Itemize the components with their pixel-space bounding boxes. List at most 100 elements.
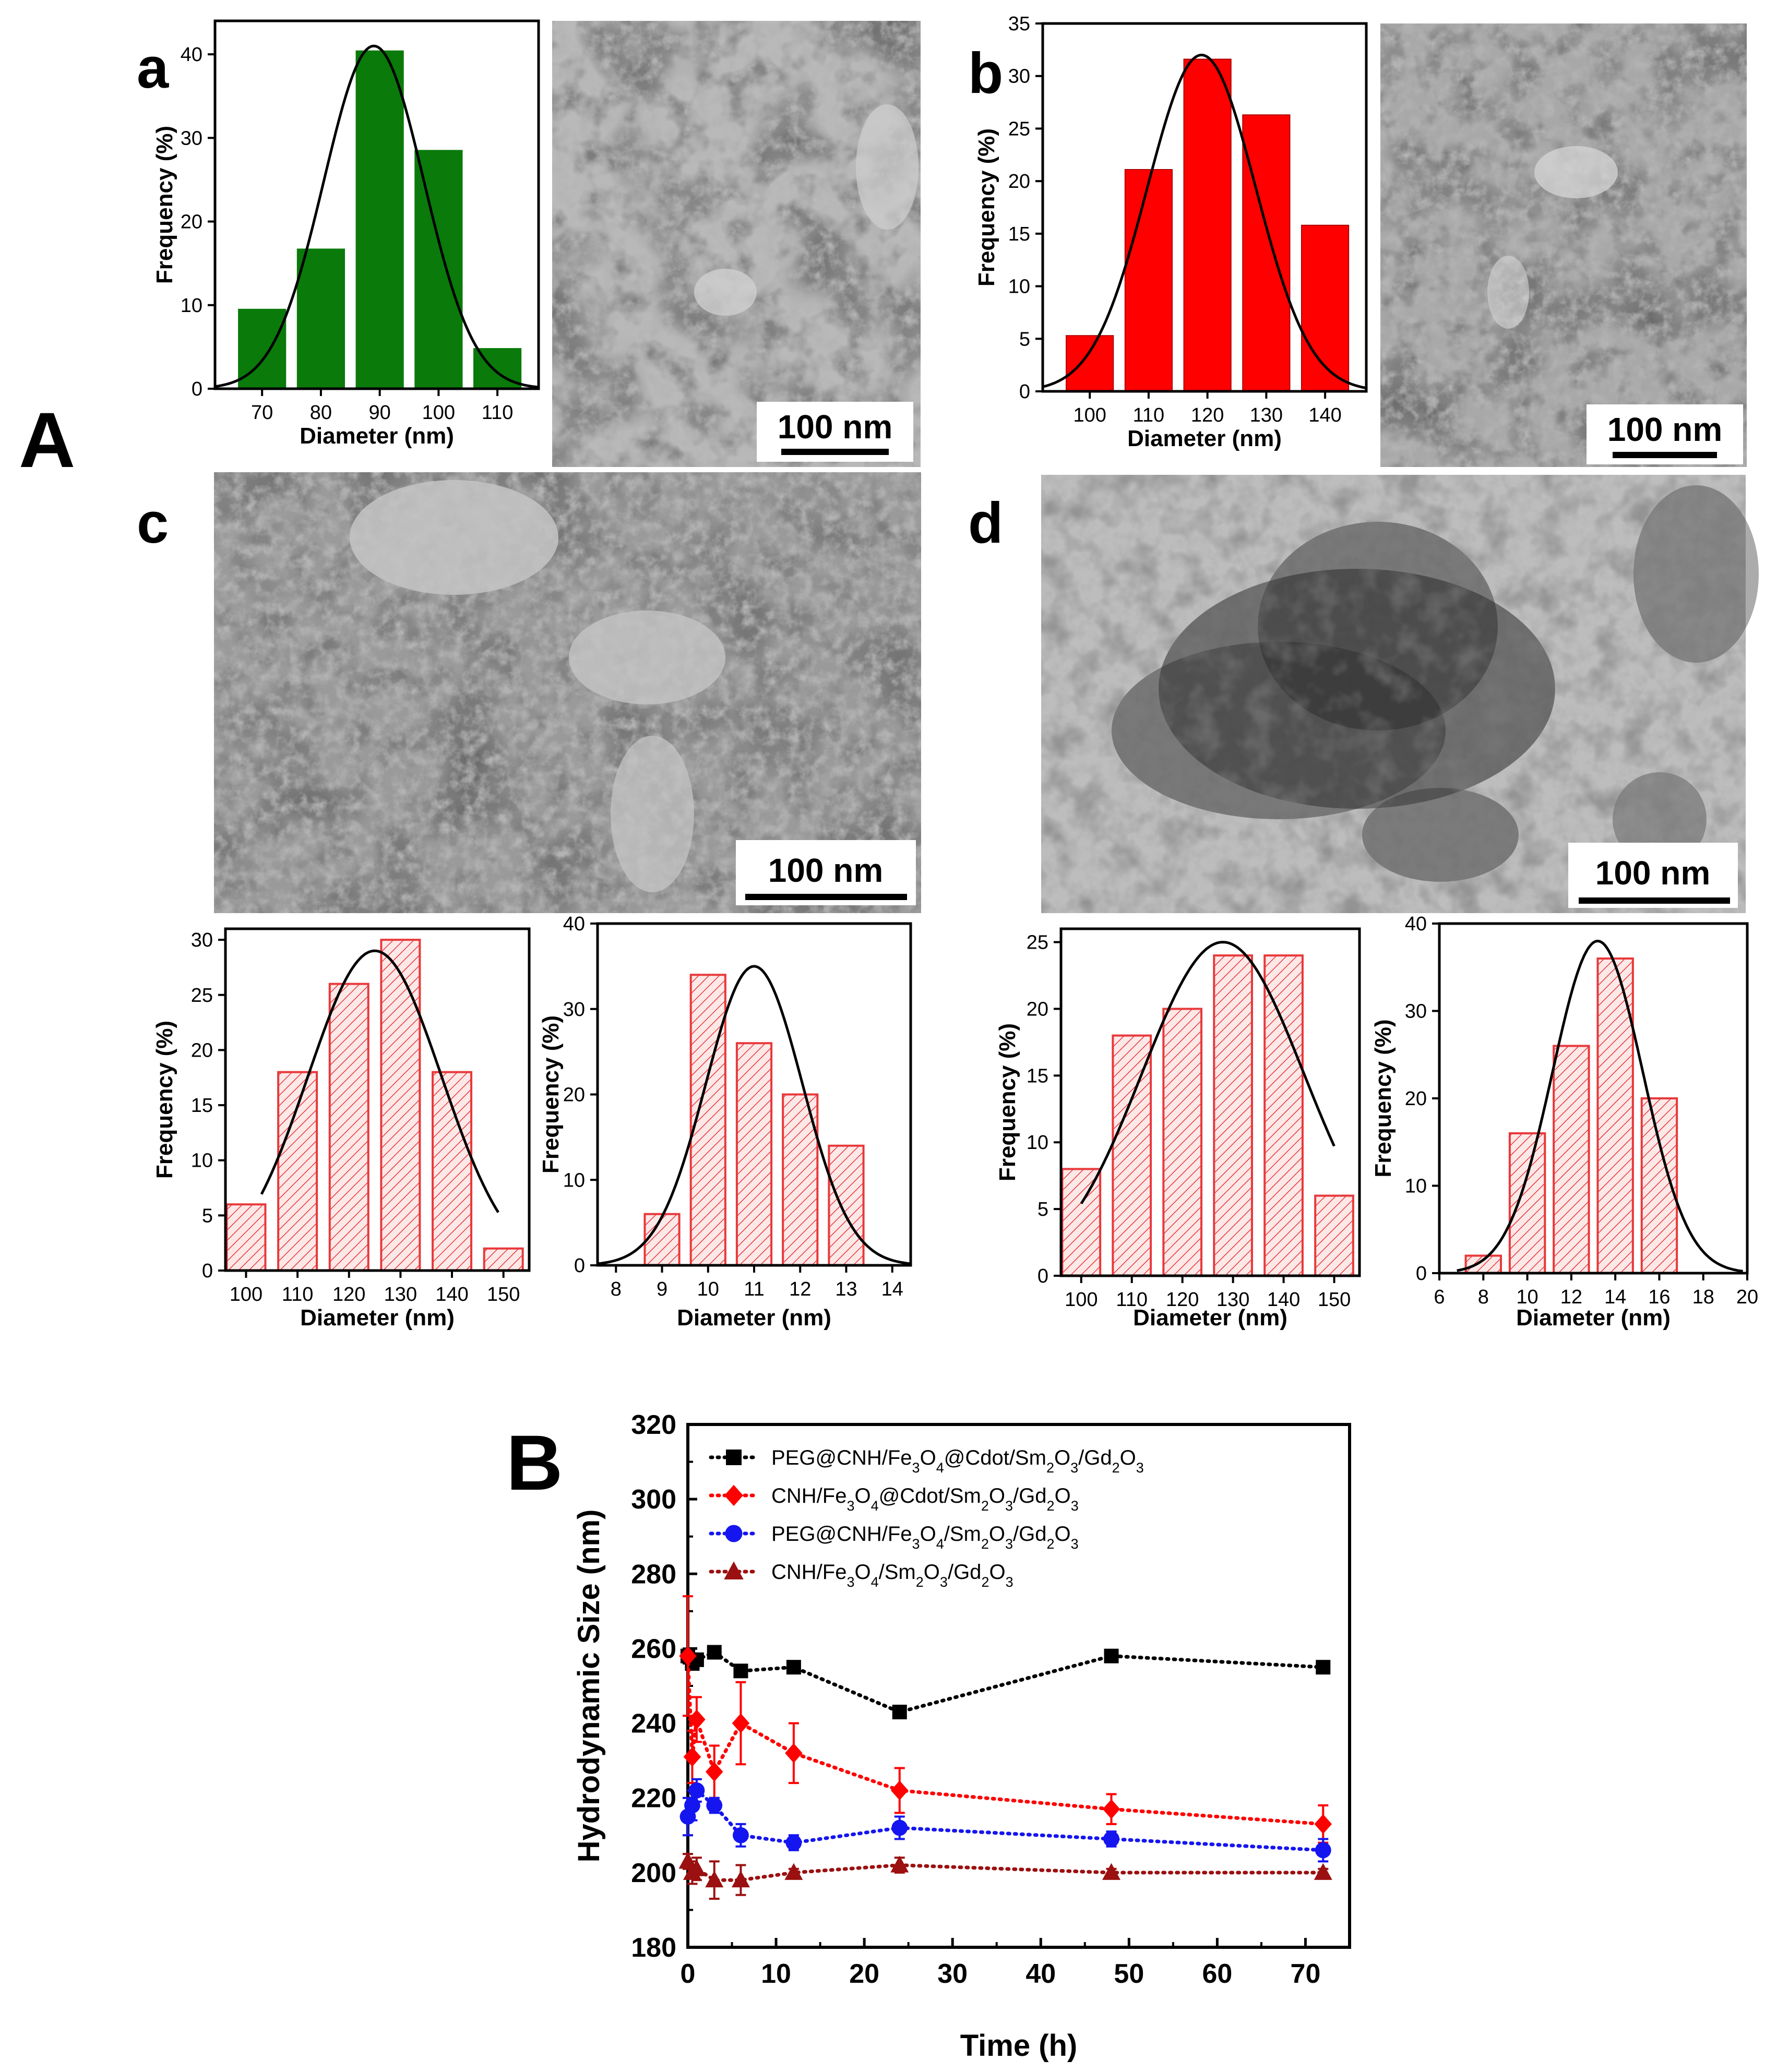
histogram-bar — [1263, 954, 1304, 1277]
legend-text-part: CNH/Fe — [771, 1484, 846, 1507]
data-point-circle — [1315, 1842, 1331, 1859]
histogram-bar — [1640, 1097, 1678, 1274]
legend-label: CNH/Fe3O4@Cdot/Sm2O3/Gd2O3 — [771, 1484, 1079, 1514]
y-tick-label: 20 — [1027, 998, 1048, 1020]
legend-text-part: /Gd — [948, 1561, 981, 1584]
histogram-bar — [277, 1071, 318, 1272]
x-tick-label: 80 — [310, 402, 332, 424]
x-tick-label: 14 — [1604, 1286, 1626, 1308]
legend-text-part: CNH/Fe — [771, 1561, 846, 1584]
y-tick-label: 20 — [1008, 171, 1030, 193]
series-circle — [679, 1778, 1331, 1863]
histogram-bar — [643, 1213, 681, 1266]
legend-text-part: O — [989, 1523, 1005, 1546]
legend-label: CNH/Fe3O4/Sm2O3/Gd2O3 — [771, 1561, 1013, 1590]
x-tick-label: 100 — [422, 402, 455, 424]
micrograph-c — [214, 472, 921, 913]
x-tick-label: 120 — [332, 1284, 365, 1306]
x-tick-label: 18 — [1692, 1286, 1714, 1308]
legend-text-part: 3 — [1005, 1498, 1013, 1514]
scale-bar-a: 100 nm — [757, 402, 913, 462]
y-tick-label: 20 — [1405, 1088, 1427, 1110]
x-tick-label: 13 — [835, 1278, 857, 1300]
legend-text-part: 3 — [1006, 1574, 1013, 1590]
histogram-bar — [483, 1247, 524, 1272]
y-axis-label: Frequency (%) — [995, 1023, 1020, 1181]
legend-text-part: 3 — [1071, 1536, 1079, 1552]
data-point-triangle — [731, 1870, 750, 1888]
scale-bar-label: 100 nm — [1607, 411, 1723, 448]
legend-text-part: /Sm — [879, 1561, 916, 1584]
y-tick-label: 30 — [563, 999, 585, 1021]
y-tick-label: 30 — [191, 929, 213, 951]
histogram-bar — [1553, 1045, 1590, 1274]
x-axis-label: Time (h) — [960, 2029, 1078, 2063]
histogram-bar — [1213, 954, 1253, 1277]
data-point-triangle — [890, 1855, 909, 1873]
y-tick-label: 200 — [631, 1858, 676, 1888]
x-axis-label: Diameter (nm) — [1127, 426, 1282, 451]
data-point-circle — [706, 1797, 723, 1814]
histogram-bar — [1508, 1132, 1546, 1274]
x-tick-label: 10 — [761, 1959, 791, 1989]
x-axis-label: Diameter (nm) — [300, 423, 454, 449]
y-tick-label: 320 — [631, 1410, 676, 1440]
legend-text-part: PEG@CNH/Fe — [771, 1446, 912, 1469]
x-tick-label: 12 — [1560, 1286, 1582, 1308]
histogram-bar — [1183, 58, 1232, 392]
histogram-d-small: 6 8 10 12 14 16 18 20 0 10 20 30 40 Diameter (nm) Freq… — [1370, 913, 1758, 1331]
legend-text-part: O — [989, 1484, 1005, 1507]
legend-text-part: 2 — [981, 1574, 989, 1590]
y-tick-label: 15 — [1027, 1065, 1048, 1087]
histogram-c-small: 8 9 10 11 12 13 14 0 10 20 30 40 Diameter (nm) Freque… — [538, 913, 912, 1331]
histogram-bar — [1596, 957, 1634, 1274]
x-tick-label: 150 — [1318, 1289, 1351, 1311]
y-tick-label: 15 — [1008, 223, 1030, 245]
x-tick-label: 50 — [1114, 1959, 1144, 1989]
histogram-d-large: 100 110 120 130 140 150 0 5 10 15 20 25 Diameter (nm… — [995, 927, 1361, 1331]
x-tick-label: 70 — [1291, 1959, 1321, 1989]
x-tick-label: 130 — [384, 1284, 417, 1306]
x-tick-label: 30 — [937, 1959, 968, 1989]
y-axis-label: Frequency (%) — [538, 1015, 564, 1173]
panel-label-a: a — [137, 36, 169, 100]
gaussian-fit-line — [1457, 940, 1743, 1273]
micrograph-d — [1041, 475, 1759, 913]
series-diamond — [679, 1595, 1332, 1844]
x-axis-label: Diameter (nm) — [1516, 1305, 1671, 1331]
scale-bar-b: 100 nm — [1587, 404, 1743, 464]
data-point-square — [726, 1450, 742, 1465]
histogram-bar — [735, 1042, 773, 1266]
hydrodynamic-size-chart: 0 10 20 30 40 50 60 70 180 200 220 240 260 280 300 320 T… — [572, 1410, 1351, 2063]
x-tick-label: 14 — [881, 1278, 903, 1300]
gaussian-fit-line — [214, 44, 539, 389]
data-point-circle — [725, 1525, 743, 1542]
histogram-bar — [1061, 1168, 1102, 1277]
data-point-square — [892, 1705, 907, 1720]
y-tick-label: 35 — [1008, 13, 1030, 35]
data-point-circle — [785, 1835, 802, 1851]
y-axis-label: Frequency (%) — [974, 128, 999, 286]
x-tick-label: 40 — [1025, 1959, 1056, 1989]
legend-text-part: 3 — [846, 1498, 854, 1514]
histogram-bar — [1242, 114, 1291, 392]
histogram-bar — [296, 248, 345, 389]
data-point-square — [733, 1663, 748, 1679]
scale-bar-c: 100 nm — [736, 840, 916, 905]
y-tick-label: 20 — [191, 1039, 213, 1061]
x-tick-label: 100 — [1073, 404, 1106, 426]
histogram-bar — [1314, 1194, 1354, 1277]
y-axis-label: Frequency (%) — [152, 126, 177, 284]
x-tick-label: 60 — [1202, 1959, 1232, 1989]
data-point-triangle — [687, 1859, 706, 1876]
x-tick-label: 90 — [368, 402, 390, 424]
histogram-bar — [225, 1203, 267, 1272]
scale-bar-d: 100 nm — [1568, 843, 1738, 908]
legend-label: PEG@CNH/Fe3O4@Cdot/Sm2O3/Gd2O3 — [771, 1446, 1144, 1476]
data-point-circle — [684, 1797, 700, 1814]
gaussian-fit-line — [1042, 53, 1367, 390]
y-axis-label: Hydrodynamic Size (nm) — [572, 1510, 606, 1863]
data-point-diamond — [1314, 1814, 1332, 1834]
legend-text-part: 2 — [981, 1498, 989, 1514]
x-tick-label: 8 — [611, 1278, 622, 1300]
